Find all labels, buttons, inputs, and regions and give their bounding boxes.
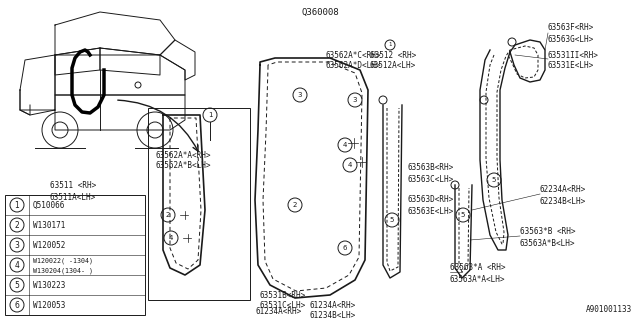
Text: 4: 4 [343, 142, 347, 148]
Text: 63563*B <RH>: 63563*B <RH> [520, 228, 575, 236]
Text: 63563G<LH>: 63563G<LH> [548, 35, 595, 44]
Text: Q360008: Q360008 [301, 8, 339, 17]
Text: 5: 5 [390, 217, 394, 223]
Text: 63531C<LH>: 63531C<LH> [260, 301, 307, 310]
Text: 6: 6 [343, 245, 348, 251]
Text: 63531B<RH>: 63531B<RH> [260, 291, 307, 300]
Bar [5, 195, 145, 315]
Text: 5: 5 [461, 212, 465, 218]
Text: 63512 <RH>: 63512 <RH> [370, 51, 416, 60]
Text: 63531E<LH>: 63531E<LH> [548, 61, 595, 70]
Text: 6: 6 [15, 300, 19, 309]
Text: 5: 5 [492, 177, 496, 183]
Text: 63563A*B<LH>: 63563A*B<LH> [520, 238, 575, 247]
Text: 63511 <RH>: 63511 <RH> [50, 181, 96, 190]
Text: 63562A*C<RH>: 63562A*C<RH> [325, 51, 381, 60]
Text: 63562A*D<LH>: 63562A*D<LH> [325, 61, 381, 70]
Text: 63562A*B<LH>: 63562A*B<LH> [155, 162, 211, 171]
Text: 3: 3 [353, 97, 357, 103]
Text: 63563A*A<LH>: 63563A*A<LH> [450, 275, 506, 284]
Text: 63563*A <RH>: 63563*A <RH> [450, 263, 506, 273]
Text: 62234A<RH>: 62234A<RH> [540, 186, 586, 195]
Text: W120022( -1304): W120022( -1304) [33, 258, 93, 264]
Text: 61234A<RH>: 61234A<RH> [255, 308, 301, 316]
Text: 63563C<LH>: 63563C<LH> [408, 174, 454, 183]
Text: 4: 4 [169, 235, 173, 241]
Text: 63512A<LH>: 63512A<LH> [370, 61, 416, 70]
Text: 5: 5 [15, 281, 19, 290]
Text: 4: 4 [348, 162, 352, 168]
Bar [148, 108, 250, 300]
Text: W130223: W130223 [33, 281, 65, 290]
Text: 2: 2 [15, 220, 19, 229]
Text: 3: 3 [298, 92, 302, 98]
Text: 61234B<LH>: 61234B<LH> [310, 311, 356, 320]
Text: 63563D<RH>: 63563D<RH> [408, 196, 454, 204]
Text: 61234A<RH>: 61234A<RH> [310, 300, 356, 309]
Text: 1: 1 [388, 43, 392, 47]
Text: 1: 1 [208, 112, 212, 118]
Text: 2: 2 [166, 212, 170, 218]
Text: 3: 3 [15, 241, 19, 250]
Text: A901001133: A901001133 [586, 305, 632, 314]
Text: W130171: W130171 [33, 220, 65, 229]
Text: 4: 4 [15, 260, 19, 269]
Text: 63511A<LH>: 63511A<LH> [50, 193, 96, 202]
Text: 1: 1 [15, 201, 19, 210]
Text: W120052: W120052 [33, 241, 65, 250]
Text: Q510066: Q510066 [33, 201, 65, 210]
Text: 62234B<LH>: 62234B<LH> [540, 196, 586, 205]
Text: W120053: W120053 [33, 300, 65, 309]
Text: W130204(1304- ): W130204(1304- ) [33, 268, 93, 274]
Text: 63531II<RH>: 63531II<RH> [548, 51, 599, 60]
Text: 63562A*A<RH>: 63562A*A<RH> [155, 150, 211, 159]
Text: 63563B<RH>: 63563B<RH> [408, 164, 454, 172]
Text: 2: 2 [293, 202, 297, 208]
Text: 63563E<LH>: 63563E<LH> [408, 206, 454, 215]
Text: 63563F<RH>: 63563F<RH> [548, 23, 595, 33]
